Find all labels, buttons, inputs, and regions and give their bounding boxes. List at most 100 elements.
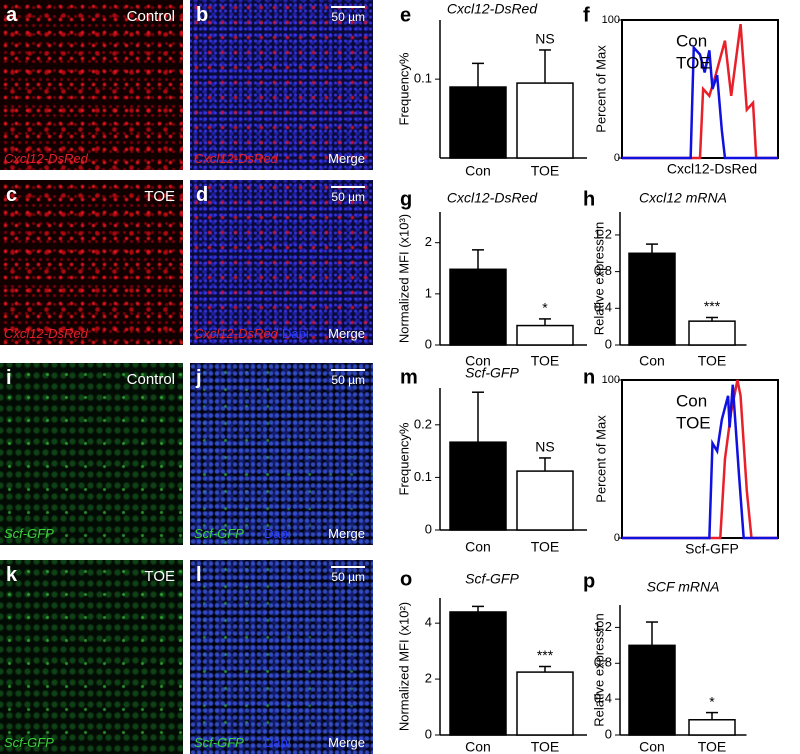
- y-tick-label: 100: [602, 14, 620, 26]
- bar: [688, 320, 736, 346]
- y-axis-label: Frequency%: [396, 52, 411, 125]
- significance-label: ***: [704, 298, 721, 314]
- stain-label: Dapi: [264, 526, 291, 541]
- channel-label: Cxcl12-DsRed: [4, 326, 88, 341]
- panel-letter: e: [400, 4, 411, 26]
- panel-letter: l: [196, 564, 202, 586]
- chart-title: Cxcl12-DsRed: [447, 190, 538, 206]
- channel-label: Scf-GFP: [194, 526, 244, 541]
- panel-letter: k: [6, 564, 18, 586]
- y-tick-label: 4: [425, 615, 432, 630]
- histogram-curve: [622, 23, 778, 160]
- histogram-curve: [622, 379, 778, 540]
- y-axis-label: Relative expression: [591, 222, 606, 335]
- x-tick-label: Con: [465, 539, 491, 555]
- scale-bar: 50 µm: [331, 369, 365, 387]
- y-tick-label: 0.4: [594, 300, 612, 315]
- y-tick-label: 1: [425, 285, 432, 300]
- bar: [449, 611, 507, 736]
- y-tick-label: 2: [425, 234, 432, 249]
- x-tick-label: Con: [465, 739, 491, 754]
- x-tick-label: TOE: [531, 163, 560, 179]
- micrograph: i Control Scf-GFP: [0, 363, 183, 545]
- significance-label: *: [709, 693, 715, 709]
- significance-label: NS: [535, 439, 554, 455]
- panel-letter: i: [6, 367, 12, 389]
- micrograph: j 50 µm Scf-GFP Dapi Merge: [190, 363, 373, 545]
- merge-label: Merge: [328, 526, 365, 541]
- bar: [516, 470, 574, 531]
- panel-letter: h: [583, 188, 595, 210]
- panel-letter: p: [583, 570, 595, 592]
- x-tick-label: TOE: [698, 353, 727, 369]
- panel-letter: n: [583, 366, 595, 388]
- y-tick-label: 2: [425, 671, 432, 686]
- significance-label: NS: [535, 31, 554, 47]
- micrograph: l 50 µm Scf-GFP Dapi Merge: [190, 560, 373, 754]
- y-tick-label: 0.8: [594, 263, 612, 278]
- scale-bar: 50 µm: [331, 186, 365, 204]
- stain-label: Dapi: [264, 735, 291, 750]
- scale-bar: 50 µm: [331, 6, 365, 24]
- y-axis-label: Percent of Max: [593, 415, 608, 503]
- significance-label: *: [542, 300, 548, 316]
- y-tick-label: 0.2: [414, 416, 432, 431]
- legend-entry: TOE: [676, 413, 711, 432]
- x-axis-label: Cxcl12-DsRed: [667, 161, 757, 177]
- condition-label: Control: [126, 8, 175, 25]
- condition-label: TOE: [144, 188, 175, 205]
- channel-label: Scf-GFP: [4, 735, 54, 750]
- x-axis-label: Scf-GFP: [685, 541, 739, 557]
- y-tick-label: 1.2: [594, 619, 612, 634]
- micrograph: c TOE Cxcl12-DsRed: [0, 180, 183, 345]
- bar: [449, 86, 507, 159]
- panel-letter: j: [196, 367, 202, 389]
- condition-label: Control: [126, 371, 175, 388]
- channel-label: Cxcl12-DsRed: [194, 326, 278, 341]
- chart-title: SCF mRNA: [647, 579, 720, 595]
- channel-label: Cxcl12-DsRed: [194, 151, 278, 166]
- y-axis-label: Relative expression: [591, 613, 606, 726]
- y-tick-label: 0: [425, 336, 432, 351]
- x-tick-label: TOE: [531, 353, 560, 369]
- bar: [449, 268, 507, 346]
- channel-label: Scf-GFP: [4, 526, 54, 541]
- y-tick-label: 0: [425, 521, 432, 536]
- x-tick-label: TOE: [531, 539, 560, 555]
- y-axis-label: Percent of Max: [593, 45, 608, 133]
- bar: [628, 252, 676, 346]
- panel-letter: a: [6, 4, 18, 26]
- x-tick-label: Con: [465, 163, 491, 179]
- x-tick-label: Con: [465, 353, 491, 369]
- bar: [449, 441, 507, 531]
- y-axis-label: Normalized MFI (x10²): [396, 602, 411, 731]
- y-tick-label: 0: [614, 152, 620, 164]
- panel-letter: c: [6, 184, 18, 206]
- y-tick-label: 0.8: [594, 655, 612, 670]
- y-tick-label: 1.2: [594, 226, 612, 241]
- merge-label: Merge: [328, 151, 365, 166]
- legend-entry: Con: [676, 31, 707, 50]
- y-tick-label: 0.1: [414, 469, 432, 484]
- x-tick-label: Con: [639, 353, 665, 369]
- chart-title: Scf-GFP: [465, 571, 519, 587]
- chart-title: Scf-GFP: [465, 365, 519, 381]
- scale-bar: 50 µm: [331, 566, 365, 584]
- y-tick-label: 0: [605, 726, 612, 741]
- bar: [516, 82, 574, 159]
- channel-label: Scf-GFP: [194, 735, 244, 750]
- x-tick-label: TOE: [698, 739, 727, 754]
- panel-letter: f: [583, 4, 590, 26]
- stain-label: Dapi: [282, 326, 309, 341]
- chart-title: Cxcl12 mRNA: [639, 190, 727, 206]
- histogram-curve: [622, 44, 778, 160]
- bar: [628, 644, 676, 736]
- y-tick-label: 0: [425, 726, 432, 741]
- legend-entry: Con: [676, 391, 707, 410]
- panel-letter: o: [400, 568, 412, 590]
- y-tick-label: 100: [602, 374, 620, 386]
- merge-label: Merge: [328, 326, 365, 341]
- y-tick-label: 0.1: [414, 71, 432, 86]
- chart-title: Cxcl12-DsRed: [447, 1, 538, 17]
- significance-label: ***: [537, 647, 554, 663]
